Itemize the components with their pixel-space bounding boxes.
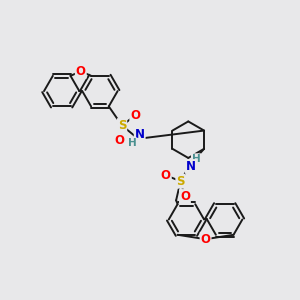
Text: H: H	[128, 138, 137, 148]
Text: O: O	[76, 65, 86, 78]
Text: O: O	[180, 190, 190, 203]
Text: S: S	[118, 119, 126, 132]
Text: O: O	[114, 134, 124, 147]
Text: O: O	[130, 109, 140, 122]
Text: S: S	[176, 175, 185, 188]
Text: O: O	[161, 169, 171, 182]
Text: H: H	[192, 154, 200, 164]
Text: N: N	[186, 160, 196, 173]
Text: N: N	[135, 128, 145, 141]
Text: O: O	[201, 233, 211, 246]
